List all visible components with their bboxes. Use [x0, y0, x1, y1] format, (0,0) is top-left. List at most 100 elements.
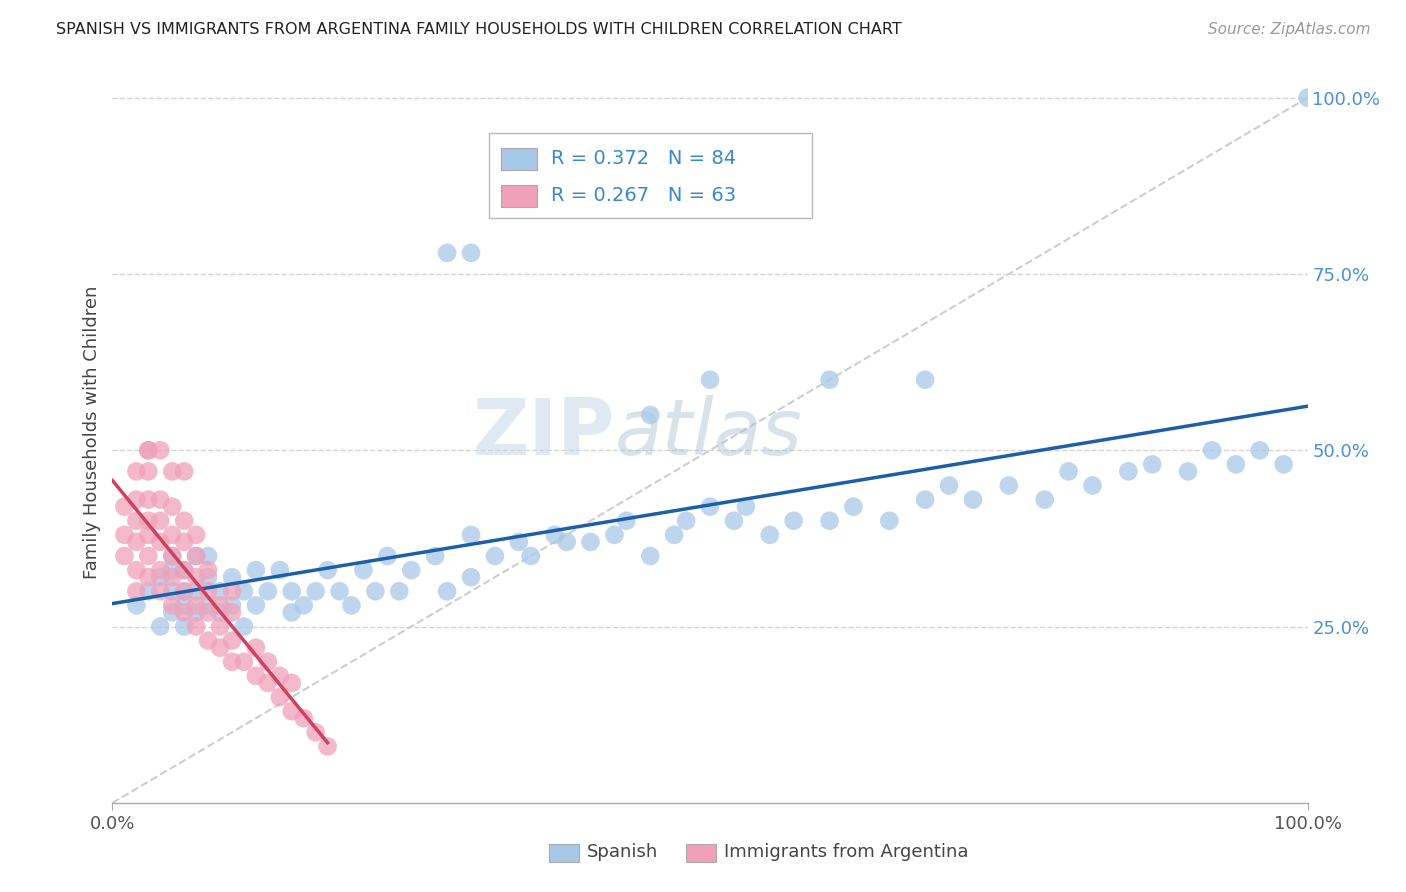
Point: [460, 245, 482, 260]
Point: [269, 563, 291, 577]
Point: [640, 408, 662, 422]
Point: [675, 514, 697, 528]
Point: [484, 549, 506, 563]
Point: [245, 599, 267, 613]
Point: [245, 669, 267, 683]
Point: [1225, 458, 1247, 472]
Point: [209, 599, 232, 613]
Point: [114, 500, 135, 514]
Point: [281, 704, 304, 718]
Point: [520, 549, 543, 563]
Point: [364, 584, 387, 599]
Point: [209, 640, 232, 655]
Point: [914, 492, 936, 507]
Point: [149, 514, 172, 528]
Point: [125, 563, 148, 577]
Point: [257, 655, 280, 669]
Point: [401, 563, 423, 577]
Point: [305, 584, 328, 599]
Point: [138, 514, 160, 528]
Point: [782, 514, 804, 528]
Point: [173, 514, 195, 528]
Point: [162, 549, 183, 563]
Point: [377, 549, 399, 563]
Point: [138, 549, 160, 563]
Point: [938, 478, 960, 492]
Point: [818, 373, 841, 387]
Point: [162, 599, 183, 613]
Point: [186, 599, 208, 613]
Point: [842, 500, 865, 514]
Point: [640, 549, 662, 563]
Point: [186, 584, 208, 599]
Point: [1296, 91, 1319, 105]
Point: [162, 549, 183, 563]
Point: [352, 563, 374, 577]
Point: [186, 619, 208, 633]
Text: R = 0.372   N = 84: R = 0.372 N = 84: [551, 149, 737, 169]
Point: [543, 528, 565, 542]
Point: [221, 633, 243, 648]
Point: [603, 528, 626, 542]
Point: [340, 599, 363, 613]
Point: [233, 655, 256, 669]
Point: [269, 669, 291, 683]
Point: [173, 464, 195, 478]
Point: [125, 599, 148, 613]
Point: [914, 373, 936, 387]
Text: Source: ZipAtlas.com: Source: ZipAtlas.com: [1208, 22, 1371, 37]
Point: [579, 535, 602, 549]
Point: [197, 549, 219, 563]
Point: [1272, 458, 1295, 472]
Y-axis label: Family Households with Children: Family Households with Children: [83, 286, 101, 579]
Text: ZIP: ZIP: [472, 394, 614, 471]
Point: [233, 584, 256, 599]
Point: [292, 711, 315, 725]
Point: [209, 619, 232, 633]
Point: [257, 676, 280, 690]
Point: [149, 619, 172, 633]
Point: [197, 606, 219, 620]
Point: [125, 492, 148, 507]
Point: [723, 514, 745, 528]
Point: [616, 514, 638, 528]
Point: [281, 676, 304, 690]
Point: [114, 549, 135, 563]
Point: [245, 640, 267, 655]
Point: [245, 563, 267, 577]
Point: [186, 549, 208, 563]
Point: [388, 584, 411, 599]
Point: [149, 563, 172, 577]
Point: [173, 584, 195, 599]
Point: [173, 563, 195, 577]
Point: [962, 492, 984, 507]
FancyBboxPatch shape: [501, 147, 537, 169]
Point: [460, 570, 482, 584]
Point: [149, 492, 172, 507]
Point: [173, 599, 195, 613]
Point: [197, 570, 219, 584]
Text: SPANISH VS IMMIGRANTS FROM ARGENTINA FAMILY HOUSEHOLDS WITH CHILDREN CORRELATION: SPANISH VS IMMIGRANTS FROM ARGENTINA FAM…: [56, 22, 903, 37]
Point: [149, 584, 172, 599]
Point: [1118, 464, 1140, 478]
Text: R = 0.267   N = 63: R = 0.267 N = 63: [551, 186, 737, 205]
Point: [305, 725, 328, 739]
Point: [149, 443, 172, 458]
Point: [138, 528, 160, 542]
FancyBboxPatch shape: [489, 133, 811, 218]
Point: [1057, 464, 1080, 478]
Point: [281, 606, 304, 620]
Point: [186, 549, 208, 563]
Point: [125, 514, 148, 528]
Point: [221, 606, 243, 620]
Point: [1142, 458, 1164, 472]
Point: [162, 500, 183, 514]
Point: [186, 528, 208, 542]
Point: [257, 584, 280, 599]
Point: [162, 570, 183, 584]
Point: [149, 535, 172, 549]
Point: [221, 599, 243, 613]
Point: [316, 563, 339, 577]
Point: [1249, 443, 1271, 458]
Point: [699, 373, 721, 387]
